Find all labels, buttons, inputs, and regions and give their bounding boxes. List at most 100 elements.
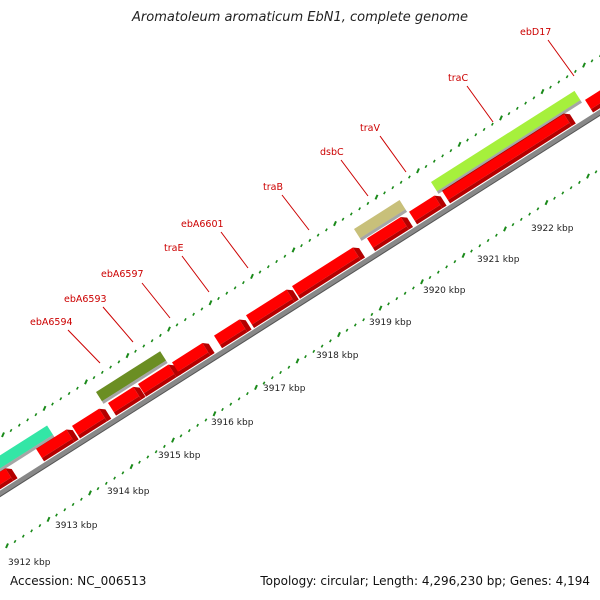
scale-tick — [304, 355, 307, 359]
gene-label-leader — [67, 329, 101, 364]
scale-tick — [544, 199, 549, 206]
gene-label-leader — [102, 306, 134, 343]
scale-tick — [92, 376, 96, 380]
scale-tick — [270, 376, 274, 380]
scale-tick — [486, 238, 490, 243]
scale-tick — [1, 432, 5, 438]
scale-tick — [34, 412, 38, 417]
scale-tick — [295, 358, 300, 364]
scale-tick — [561, 191, 565, 195]
scale-tick — [246, 391, 249, 396]
scale-tick — [125, 352, 130, 359]
scale-tick — [337, 331, 341, 338]
scale-tick — [109, 365, 112, 369]
kbp-scale-track — [5, 170, 598, 549]
scale-tick — [175, 323, 179, 327]
scale-tick — [187, 428, 191, 433]
scale-tick — [445, 265, 448, 269]
scale-tick — [436, 270, 440, 274]
scale-tick — [51, 402, 54, 406]
gene-arrow — [409, 195, 447, 225]
scale-tick — [578, 180, 581, 185]
scale-tick — [519, 217, 523, 222]
scale-tick — [254, 384, 258, 391]
scale-tick — [237, 397, 241, 401]
scale-tick — [183, 317, 187, 322]
scale-tick — [524, 101, 527, 105]
scale-tick — [163, 444, 166, 449]
scale-tick — [499, 115, 503, 121]
gene-label-leader — [340, 159, 369, 197]
gene-label-leader — [466, 85, 494, 123]
scale-tick — [341, 217, 345, 221]
scale-tick — [320, 344, 324, 348]
scale-tick — [474, 133, 478, 137]
scale-tick — [5, 543, 9, 549]
scale-tick — [129, 463, 134, 470]
kbp-label: 3920 kbp — [423, 286, 466, 296]
scale-tick — [208, 300, 213, 306]
feature-teal-block — [0, 425, 55, 475]
scale-tick — [482, 127, 486, 132]
scale-tick — [63, 508, 67, 512]
scale-tick — [366, 201, 370, 206]
scale-tick — [549, 85, 552, 89]
scale-tick — [113, 476, 116, 480]
gene-label-leader — [141, 282, 171, 319]
gene-arrow — [585, 78, 600, 113]
scale-tick — [266, 265, 270, 269]
scale-tick — [212, 411, 217, 417]
scale-tick — [590, 59, 594, 63]
kbp-label: 3916 kbp — [211, 418, 254, 428]
scale-tick — [88, 490, 92, 496]
scale-tick — [329, 339, 332, 343]
scale-tick — [358, 207, 361, 211]
scale-tick — [283, 254, 287, 258]
gene-label: ebD17 — [520, 27, 551, 38]
scale-tick — [138, 460, 141, 464]
scale-tick — [196, 423, 199, 427]
kbp-label: 3921 kbp — [477, 255, 520, 265]
scale-tick — [391, 185, 395, 190]
kbp-label: 3914 kbp — [107, 487, 150, 497]
scale-tick — [150, 339, 154, 343]
gene-label-leader — [547, 39, 575, 77]
scale-tick — [511, 223, 515, 227]
kbp-label: 3919 kbp — [369, 318, 412, 328]
scale-tick — [374, 194, 379, 200]
scale-tick — [362, 318, 365, 322]
scale-tick — [84, 379, 88, 385]
scale-tick — [503, 226, 507, 232]
scale-tick — [312, 349, 316, 354]
scale-tick — [279, 370, 282, 375]
scale-tick — [586, 173, 590, 179]
scale-tick — [532, 96, 536, 100]
scale-tick — [491, 122, 494, 126]
gene-label: ebA6597 — [101, 269, 144, 280]
scale-tick — [569, 186, 573, 190]
genome-backbone — [0, 109, 600, 497]
kbp-label: 3917 kbp — [263, 384, 306, 394]
scale-tick — [565, 75, 569, 79]
gene-arrow — [292, 247, 366, 299]
gene-arrow — [36, 429, 79, 462]
scale-tick — [258, 270, 262, 274]
scale-tick — [275, 259, 278, 264]
scale-tick — [46, 516, 51, 523]
gene-label-leader — [379, 135, 407, 173]
gene-arrow — [72, 408, 112, 439]
scale-tick — [146, 455, 150, 459]
scale-tick — [378, 305, 383, 311]
scale-tick — [121, 471, 125, 475]
gene-arrow — [367, 216, 414, 252]
scale-tick — [432, 159, 436, 163]
scale-tick — [225, 291, 229, 295]
gene-track — [0, 78, 600, 498]
feature-scale-track — [1, 54, 600, 438]
gene-label: traC — [448, 73, 468, 84]
scale-tick — [262, 381, 266, 385]
scale-tick — [291, 247, 296, 253]
scale-tick — [466, 138, 469, 142]
scale-tick — [507, 112, 511, 116]
scale-tick — [345, 328, 349, 332]
